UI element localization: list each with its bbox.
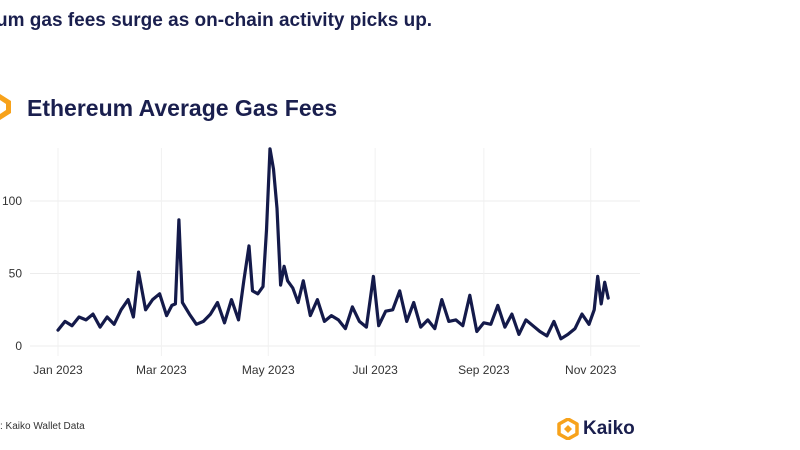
- source-note: : Kaiko Wallet Data: [0, 421, 85, 432]
- x-axis-ticks: Jan 2023 Mar 2023 May 2023 Jul 2023 Sep 2023…: [33, 363, 616, 377]
- y-tick-label: 100: [2, 194, 22, 208]
- kaiko-logo-icon: [0, 94, 11, 120]
- x-tick-label: May 2023: [242, 363, 295, 377]
- kaiko-brand-icon: [557, 418, 579, 440]
- x-tick-label: Mar 2023: [136, 363, 187, 377]
- y-tick-label: 0: [15, 339, 22, 353]
- x-tick-label: Jul 2023: [352, 363, 398, 377]
- y-tick-label: 50: [9, 267, 23, 281]
- kaiko-brand: Kaiko: [557, 418, 635, 440]
- series-line-average-gas-fee: [56, 147, 610, 341]
- x-tick-label: Nov 2023: [565, 363, 617, 377]
- gridlines: [30, 148, 640, 356]
- chart-title: Ethereum Average Gas Fees: [27, 95, 338, 121]
- x-tick-label: Sep 2023: [458, 363, 510, 377]
- y-axis-ticks: 0 50 100: [2, 194, 22, 353]
- article-headline: um gas fees surge as on-chain activity p…: [0, 10, 433, 31]
- x-tick-label: Jan 2023: [33, 363, 83, 377]
- kaiko-brand-name: Kaiko: [583, 418, 635, 439]
